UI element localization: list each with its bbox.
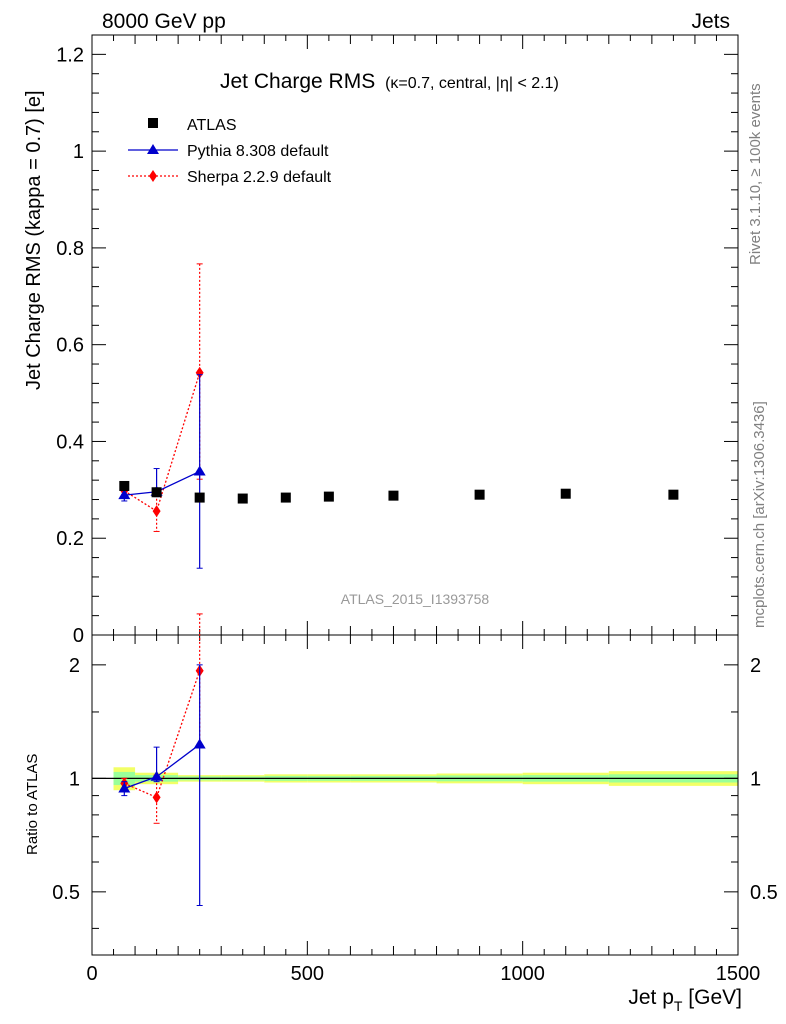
pythia-ratio-point (118, 782, 131, 793)
legend-pythia-label: Pythia 8.308 default (187, 143, 329, 160)
atlas-main-point (151, 487, 162, 498)
atlas-main-point (237, 493, 248, 504)
main-panel: 0 0.2 0.4 0.6 0.8 1 1.2 Jet Charge RMS (kappa … (23, 34, 739, 647)
main-axis-ticks (91, 35, 739, 636)
main-chart-title: Jet Charge RMS (κ=0.7, central, |η| < 2.… (220, 70, 559, 93)
x-tick-label: 0 (86, 963, 97, 985)
main-y-tick-label: 1 (73, 141, 84, 163)
ratio-y-tick-label-left: 1 (69, 768, 80, 790)
main-chart-title-text: Jet Charge RMS (220, 70, 375, 93)
main-y-tick-label: 0.6 (56, 335, 84, 357)
legend-atlas-label: ATLAS (187, 117, 237, 134)
ratio-panel: 0.5 0.5 1 1 2 2 0 500 1000 1500 Ratio to ATLAS J… (24, 613, 778, 1014)
sherpa-main-point (195, 366, 204, 379)
pythia-main-line (124, 470, 200, 496)
atlas-main-point (560, 488, 571, 499)
ratio-y-tick-label-left: 2 (69, 655, 80, 677)
main-y-tick-label: 0 (73, 625, 84, 647)
sherpa-main-line (123, 372, 201, 513)
main-y-axis-label: Jet Charge RMS (kappa = 0.7) [e] (23, 90, 45, 390)
atlas-main-point (474, 489, 485, 500)
x-axis-label-subscript: T (674, 998, 683, 1014)
x-axis-label: Jet pT [GeV] (628, 986, 742, 1014)
x-tick-labels: 0 500 1000 1500 (86, 963, 760, 985)
x-tick-label: 500 (291, 963, 324, 985)
ratio-y-axis-label: Ratio to ATLAS (24, 754, 41, 855)
sherpa-ratio-line (124, 670, 201, 799)
legend-item-sherpa: Sherpa 2.2.9 default (128, 169, 332, 186)
legend-atlas-square-marker (148, 118, 158, 128)
ratio-y-tick-label-right: 1 (750, 768, 761, 790)
main-y-tick-label: 1.2 (56, 44, 84, 66)
pythia-ratio-point (150, 770, 163, 781)
legend-pythia-triangle-marker (147, 144, 159, 154)
header-process-label: Jets (691, 10, 730, 33)
ratio-axis-ticks (91, 635, 739, 955)
sherpa-main-point (152, 505, 161, 518)
x-axis-label-unit: [GeV] (682, 986, 742, 1009)
main-y-tick-label: 0.8 (56, 238, 84, 260)
ratio-y-tick-label-right: 2 (750, 655, 761, 677)
ratio-y-tick-label-right: 0.5 (750, 882, 778, 904)
main-y-tick-labels: 0 0.2 0.4 0.6 0.8 1 1.2 (56, 44, 84, 647)
legend-sherpa-label: Sherpa 2.2.9 default (187, 169, 332, 186)
analysis-watermark: ATLAS_2015_I1393758 (341, 591, 490, 607)
main-y-tick-label: 0.2 (56, 528, 84, 550)
legend: ATLAS Pythia 8.308 default Sherpa 2.2.9 … (128, 117, 332, 186)
legend-item-pythia: Pythia 8.308 default (128, 143, 329, 160)
ratio-y-tick-label-left: 0.5 (52, 882, 80, 904)
legend-sherpa-diamond-marker (149, 170, 157, 182)
pythia-ratio-point (193, 738, 206, 749)
atlas-main-point (388, 490, 399, 501)
ratio-series (118, 613, 206, 907)
main-chart-title-suffix: (κ=0.7, central, |η| < 2.1) (385, 75, 559, 92)
x-tick-label: 1000 (500, 963, 545, 985)
x-tick-label: 1500 (716, 963, 761, 985)
header-energy-label: 8000 GeV pp (102, 10, 226, 33)
rivet-version-label: Rivet 3.1.10, ≥ 100k events (747, 83, 764, 265)
ratio-plot-frame (91, 634, 739, 956)
ratio-y-tick-labels: 0.5 0.5 1 1 2 2 (52, 655, 778, 904)
sherpa-ratio-point (152, 791, 161, 804)
main-y-tick-label: 0.4 (56, 431, 84, 453)
atlas-main-point (119, 480, 130, 491)
pythia-main-point (118, 489, 131, 500)
atlas-main-point (323, 491, 334, 502)
atlas-main-point (194, 492, 205, 503)
pythia-main-point (193, 465, 206, 476)
atlas-main-point (280, 492, 291, 503)
atlas-main-point (668, 489, 679, 500)
main-series (118, 263, 679, 569)
legend-item-atlas: ATLAS (148, 117, 237, 134)
mcplots-label: mcplots.cern.ch [arXiv:1306.3436] (751, 401, 768, 628)
